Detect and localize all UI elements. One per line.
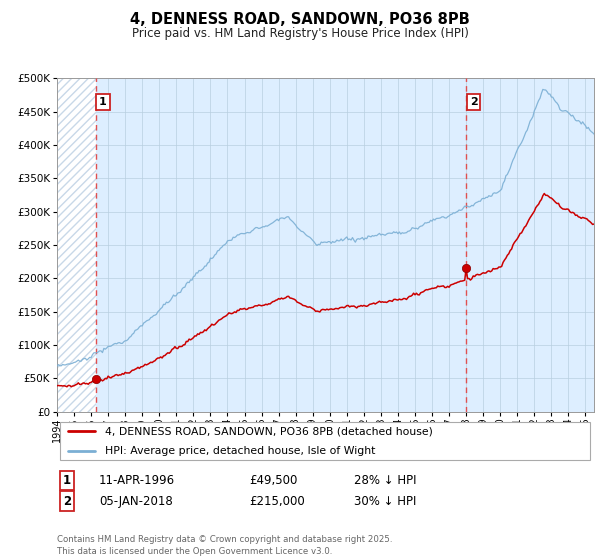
Text: 4, DENNESS ROAD, SANDOWN, PO36 8PB (detached house): 4, DENNESS ROAD, SANDOWN, PO36 8PB (deta… <box>106 426 433 436</box>
Text: 1: 1 <box>99 97 107 107</box>
Text: 2: 2 <box>470 97 478 107</box>
Text: £49,500: £49,500 <box>249 474 298 487</box>
Polygon shape <box>57 78 95 412</box>
Text: 28% ↓ HPI: 28% ↓ HPI <box>354 474 416 487</box>
Text: £215,000: £215,000 <box>249 494 305 508</box>
Text: 4, DENNESS ROAD, SANDOWN, PO36 8PB: 4, DENNESS ROAD, SANDOWN, PO36 8PB <box>130 12 470 27</box>
Text: 2: 2 <box>63 494 71 508</box>
Text: 30% ↓ HPI: 30% ↓ HPI <box>354 494 416 508</box>
Text: Contains HM Land Registry data © Crown copyright and database right 2025.
This d: Contains HM Land Registry data © Crown c… <box>57 535 392 556</box>
FancyBboxPatch shape <box>59 422 590 460</box>
Text: 11-APR-1996: 11-APR-1996 <box>99 474 175 487</box>
Text: 05-JAN-2018: 05-JAN-2018 <box>99 494 173 508</box>
Text: Price paid vs. HM Land Registry's House Price Index (HPI): Price paid vs. HM Land Registry's House … <box>131 27 469 40</box>
Text: 1: 1 <box>63 474 71 487</box>
Text: HPI: Average price, detached house, Isle of Wight: HPI: Average price, detached house, Isle… <box>106 446 376 456</box>
